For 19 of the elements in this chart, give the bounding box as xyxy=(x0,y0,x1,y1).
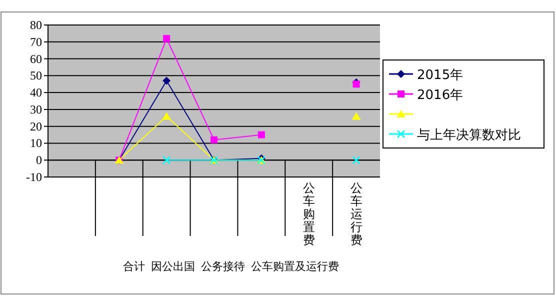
y-tick-label: 10 xyxy=(30,136,42,150)
legend-label: 与上年决算数对比 xyxy=(417,128,521,143)
y-tick-label: 0 xyxy=(36,153,42,168)
y-tick-label: -10 xyxy=(26,170,42,184)
y-tick-label: 30 xyxy=(30,102,42,116)
text: 公车购置及运行费 xyxy=(251,260,340,273)
legend-label: 2015年 xyxy=(417,68,464,83)
text: 因公出国 xyxy=(151,260,196,273)
y-tick-label: 40 xyxy=(30,86,42,100)
y-tick-label: 20 xyxy=(30,119,42,134)
x-tick-label: 公车运行费 xyxy=(350,181,362,247)
text: 公务接待 xyxy=(201,260,246,273)
y-tick-label: 50 xyxy=(30,68,42,83)
legend-label: 2016年 xyxy=(417,88,464,103)
x-tick-label: 公车购置费 xyxy=(302,181,315,247)
y-tick-label: 60 xyxy=(30,52,42,66)
y-tick-label: 70 xyxy=(30,34,42,49)
y-tick-label: 80 xyxy=(30,18,42,32)
text: 合计 xyxy=(123,260,146,273)
